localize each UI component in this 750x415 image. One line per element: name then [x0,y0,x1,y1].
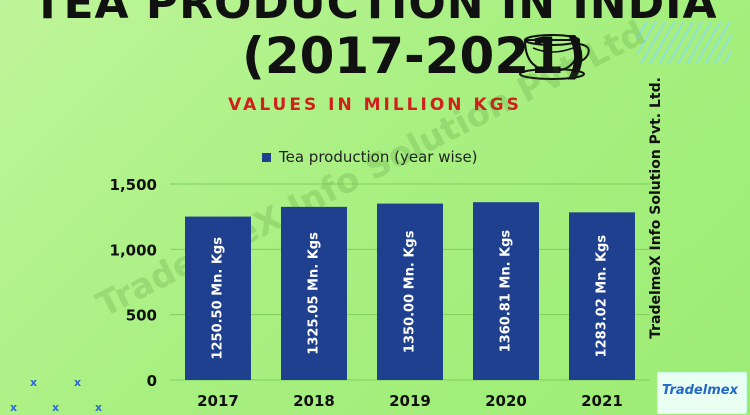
decor-x-mark: x [95,401,103,414]
x-tick-label: 2021 [581,392,623,410]
data-label: 1283.02 Mn. Kgs [595,235,610,358]
legend-label: Tea production (year wise) [279,148,478,166]
legend-swatch [262,152,271,162]
logo-text: Tradelmex [662,383,738,398]
data-label: 1350.00 Mn. Kgs [403,230,418,353]
y-tick-label: 1,000 [110,241,157,259]
company-logo: Tradelmex [657,372,747,414]
decor-x-mark: x [10,401,18,414]
y-tick-label: 1,500 [110,176,157,194]
decor-x-mark: x [74,376,82,389]
decor-x-mark: x [30,376,38,389]
title-line-1: TEA PRODUCTION IN INDIA [32,0,718,29]
company-side-text: TradelmeX Info Solution Pvt. Ltd. [648,77,664,339]
data-label: 1325.05 Mn. Kgs [307,232,322,355]
chart-subtitle: VALUES IN MILLION KGS [228,95,522,115]
bar [281,206,347,380]
x-tick-label: 2018 [293,392,335,410]
chart-legend: Tea production (year wise) [262,146,478,168]
x-tick-label: 2020 [485,392,527,410]
bar [473,202,539,380]
data-label: 1250.50 Mn. Kgs [211,237,226,360]
decorative-stripes [637,22,732,64]
y-tick-label: 500 [126,307,157,325]
bar [569,212,635,380]
x-tick-label: 2017 [197,392,239,410]
decor-x-mark: x [52,401,60,414]
bar [185,216,251,380]
data-label: 1360.81 Mn. Kgs [499,230,514,353]
y-tick-label: 0 [147,372,157,390]
tea-cup-icon [519,34,590,80]
bar [377,203,443,380]
x-tick-label: 2019 [389,392,431,410]
